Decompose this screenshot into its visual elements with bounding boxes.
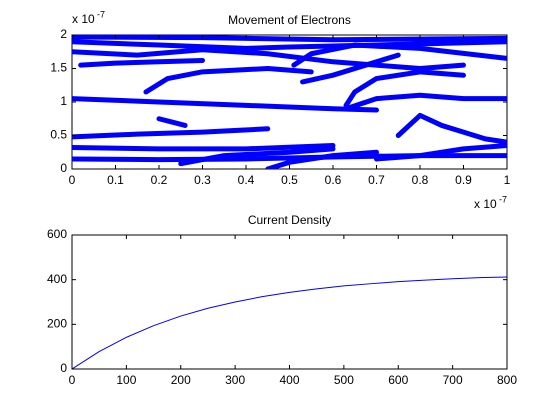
data-line <box>156 116 188 128</box>
data-line <box>72 35 507 43</box>
axis-multiplier: x 10 <box>72 12 95 26</box>
data-line <box>395 112 507 145</box>
plot-data <box>72 276 507 369</box>
x-tick-label: 700 <box>443 373 463 387</box>
plot-data <box>72 35 507 169</box>
chart-title: Current Density <box>248 213 331 227</box>
y-tick-label: 1.5 <box>50 61 67 75</box>
x-tick-label: 0.4 <box>238 173 255 187</box>
y-tick-label: 0.5 <box>50 128 67 142</box>
y-tick-label: 600 <box>47 227 67 241</box>
x-tick-label: 0 <box>69 373 76 387</box>
y-tick-label: 0 <box>60 361 67 375</box>
data-line <box>143 66 314 95</box>
data-line <box>300 52 401 85</box>
x-tick-label: 600 <box>388 373 408 387</box>
data-line <box>374 143 507 162</box>
x-tick-label: 100 <box>116 373 136 387</box>
plot-area <box>71 234 508 370</box>
x-tick-label: 1 <box>504 173 511 187</box>
axis-multiplier-exponent: -7 <box>499 194 507 204</box>
x-tick-label: 300 <box>225 373 245 387</box>
x-tick-label: 0.7 <box>368 173 385 187</box>
data-line <box>291 42 507 68</box>
data-line <box>72 276 507 369</box>
y-tick-label: 400 <box>47 272 67 286</box>
y-tick-label: 200 <box>47 317 67 331</box>
x-tick-label: 0.2 <box>151 173 168 187</box>
x-tick-label: 800 <box>497 373 517 387</box>
data-line <box>72 47 466 71</box>
y-tick-label: 0 <box>60 161 67 175</box>
x-tick-label: 0.8 <box>412 173 429 187</box>
x-tick-label: 500 <box>334 373 354 387</box>
x-tick-label: 0.5 <box>281 173 298 187</box>
data-line <box>178 146 336 167</box>
data-line <box>78 57 205 68</box>
x-tick-label: 400 <box>279 373 299 387</box>
data-line <box>343 92 507 112</box>
x-tick-label: 200 <box>171 373 191 387</box>
data-line <box>72 39 507 51</box>
x-tick-label: 0.9 <box>455 173 472 187</box>
axis-multiplier: x 10 <box>474 197 497 211</box>
y-tick-label: 1 <box>60 94 67 108</box>
x-tick-label: 0.6 <box>325 173 342 187</box>
x-tick-label: 0.1 <box>107 173 124 187</box>
x-tick-label: 0 <box>69 173 76 187</box>
axis-multiplier-exponent: -7 <box>97 9 105 19</box>
data-line <box>72 126 271 140</box>
x-tick-label: 0.3 <box>194 173 211 187</box>
data-line <box>343 69 466 108</box>
data-line <box>72 143 336 152</box>
data-line <box>265 149 379 169</box>
y-tick-label: 2 <box>60 27 67 41</box>
chart-title: Movement of Electrons <box>228 13 351 27</box>
